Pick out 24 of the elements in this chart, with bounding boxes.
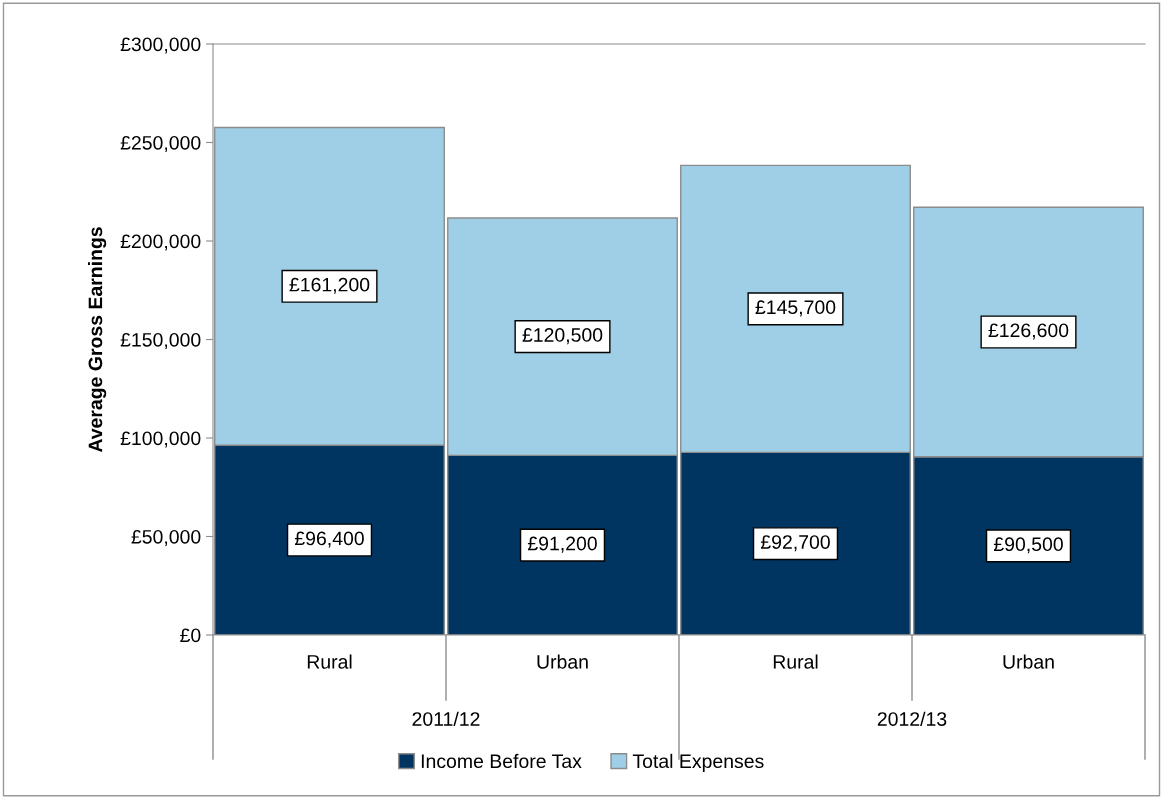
data-label: £120,500 bbox=[522, 328, 603, 345]
x-tick-label: Urban bbox=[537, 654, 588, 669]
data-label: £145,700 bbox=[755, 300, 836, 317]
y-tick-label: £250,000 bbox=[120, 135, 201, 153]
y-tick-label: £50,000 bbox=[131, 529, 201, 547]
data-label: £96,400 bbox=[294, 531, 364, 548]
data-label: £161,200 bbox=[289, 277, 370, 294]
text: 2012/13 bbox=[877, 711, 947, 726]
data-label: £91,200 bbox=[527, 536, 597, 553]
x-tick-label: Rural bbox=[307, 654, 352, 669]
x-tick-label: Rural bbox=[773, 654, 818, 669]
data-label: £126,600 bbox=[988, 323, 1069, 340]
y-tick-label: £100,000 bbox=[120, 431, 201, 448]
y-tick-label: £300,000 bbox=[120, 37, 201, 54]
y-tick-label: £150,000 bbox=[120, 332, 201, 350]
text: 2011/12 bbox=[412, 711, 480, 726]
y-axis-title: Average Gross Earnings bbox=[88, 227, 107, 453]
legend-label: Total Expenses bbox=[632, 753, 764, 772]
y-tick-label: £200,000 bbox=[120, 234, 201, 251]
data-label: £92,700 bbox=[760, 535, 830, 552]
data-label: £90,500 bbox=[993, 537, 1063, 554]
legend-label: Income Before Tax bbox=[421, 753, 582, 769]
x-tick-label: Urban bbox=[1003, 654, 1054, 669]
y-tick-label: £0 bbox=[180, 628, 201, 643]
